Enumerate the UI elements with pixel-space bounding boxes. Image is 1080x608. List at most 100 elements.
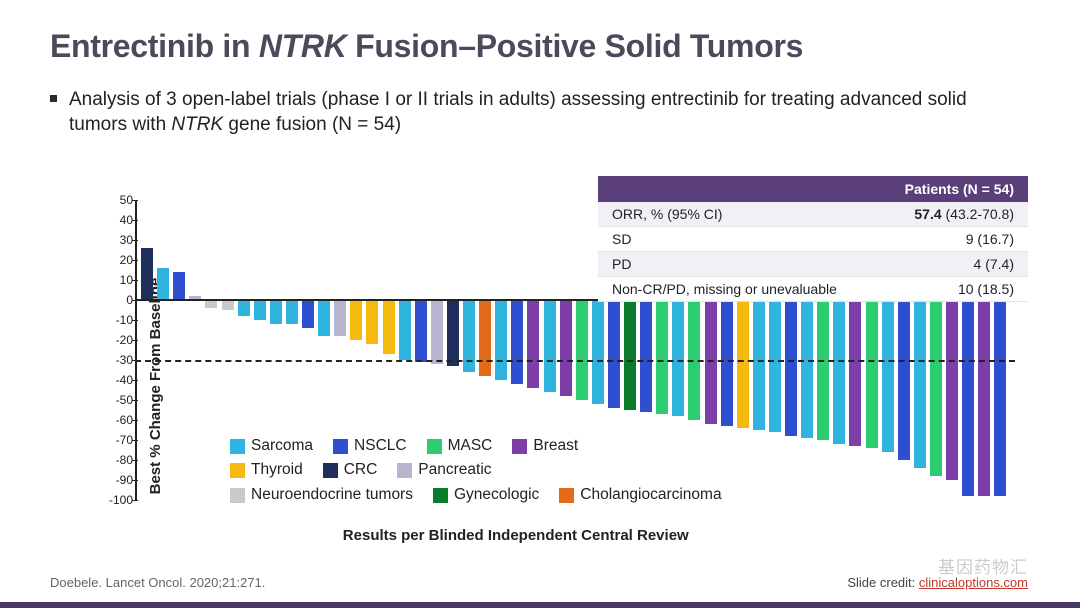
table-row: PD4 (7.4) [598,252,1028,277]
y-tick: -50 [97,393,133,407]
bar [366,300,378,344]
legend-item: NSCLC [333,434,407,459]
table-header: Patients (N = 54) [598,176,1028,202]
table-row-label: Non-CR/PD, missing or unevaluable [612,281,837,297]
legend-label: Thyroid [251,458,303,483]
bar [222,300,234,310]
y-tick: -10 [97,313,133,327]
legend-row: Thyroid CRC Pancreatic [230,458,850,483]
y-tick-mark [132,380,138,381]
bar [753,300,765,430]
bar [608,300,620,408]
bar [994,300,1006,496]
bar [350,300,362,340]
y-tick-mark [132,480,138,481]
bar [560,300,572,396]
bar [898,300,910,460]
bar [173,272,185,300]
bar [431,300,443,364]
bar [978,300,990,496]
y-tick: -40 [97,373,133,387]
bar [769,300,781,432]
table-row: SD9 (16.7) [598,227,1028,252]
y-tick: 50 [97,193,133,207]
y-tick-mark [132,280,138,281]
legend-swatch [427,439,442,454]
table-row-label: PD [612,256,631,272]
bar [705,300,717,424]
y-axis-line [135,200,137,500]
bar [817,300,829,440]
bullet-text: Analysis of 3 open-label trials (phase I… [69,87,969,137]
bar [849,300,861,446]
y-tick: 10 [97,273,133,287]
x-axis-label: Results per Blinded Independent Central … [343,527,689,544]
bar [624,300,636,410]
bar [866,300,878,448]
legend-row: Neuroendocrine tumors Gynecologic Cholangi… [230,483,850,508]
legend-item: Pancreatic [397,458,491,483]
legend-swatch [433,488,448,503]
legend-swatch [397,463,412,478]
y-tick: -20 [97,333,133,347]
bar [737,300,749,428]
legend-label: Breast [533,434,578,459]
slide-credit-label: Slide credit: [847,575,919,590]
y-tick: 30 [97,233,133,247]
bar [511,300,523,384]
legend-item: Breast [512,434,578,459]
bar [527,300,539,388]
bar [270,300,282,324]
bar [157,268,169,300]
legend-item: Sarcoma [230,434,313,459]
legend-item: Neuroendocrine tumors [230,483,413,508]
legend-label: MASC [448,434,493,459]
y-tick: -90 [97,473,133,487]
y-tick: 40 [97,213,133,227]
bar [640,300,652,412]
bar [399,300,411,360]
y-tick: 20 [97,253,133,267]
bar [721,300,733,426]
y-tick: -60 [97,413,133,427]
reference-dash-line [135,360,1015,362]
legend-row: Sarcoma NSCLC MASC Breast [230,434,850,459]
bar [383,300,395,354]
bullet-row: Analysis of 3 open-label trials (phase I… [50,87,1030,137]
table-row: ORR, % (95% CI)57.4 (43.2-70.8) [598,202,1028,227]
citation-left: Doebele. Lancet Oncol. 2020;21:271. [50,575,265,590]
y-tick: -100 [97,493,133,507]
bar [801,300,813,438]
legend-item: Cholangiocarcinoma [559,483,721,508]
bar [946,300,958,480]
legend-swatch [230,488,245,503]
bar [302,300,314,328]
y-tick-mark [132,300,138,301]
legend-swatch [230,439,245,454]
legend-swatch [559,488,574,503]
bar [479,300,491,376]
y-ticks: 50403020100-10-20-30-40-50-60-70-80-90-1… [97,200,133,500]
legend-item: Thyroid [230,458,303,483]
table-row-label: SD [612,231,631,247]
table-row: Non-CR/PD, missing or unevaluable10 (18.… [598,277,1028,302]
title-pre: Entrectinib in [50,28,259,64]
bar [576,300,588,400]
legend-item: CRC [323,458,378,483]
legend-swatch [333,439,348,454]
title-post: Fusion–Positive Solid Tumors [347,28,804,64]
bar [415,300,427,362]
bar [334,300,346,336]
bar [318,300,330,336]
y-tick-mark [132,400,138,401]
bar [495,300,507,380]
legend-swatch [323,463,338,478]
legend-label: Pancreatic [418,458,491,483]
bullet-square-icon [50,95,57,102]
legend-label: Cholangiocarcinoma [580,483,721,508]
bar [205,300,217,308]
bar [962,300,974,496]
y-tick-mark [132,500,138,501]
y-tick-mark [132,320,138,321]
legend-label: Gynecologic [454,483,539,508]
